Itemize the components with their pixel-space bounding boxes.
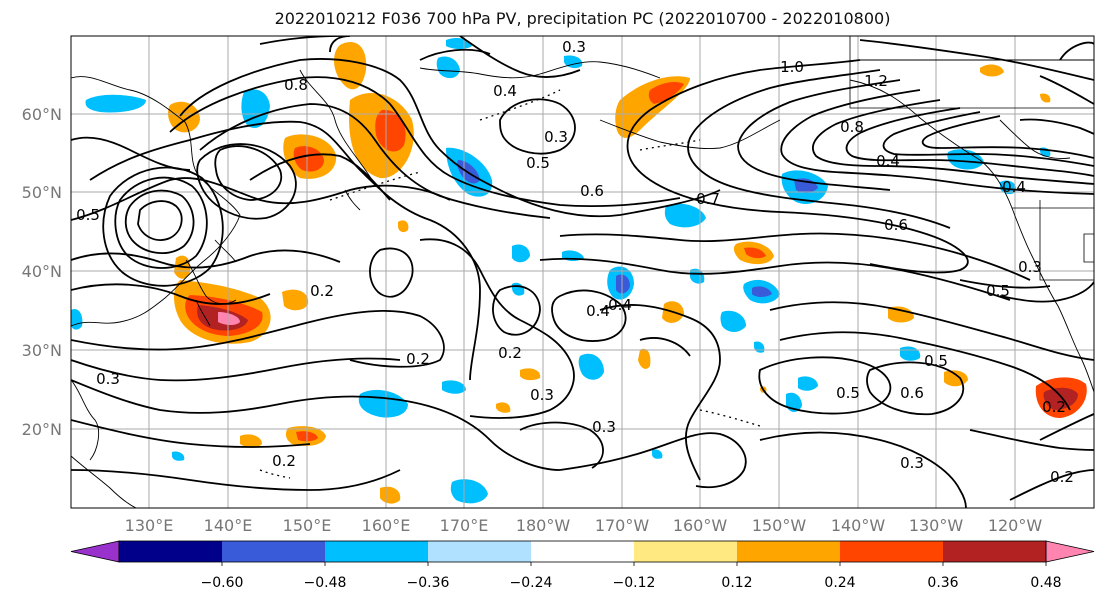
longitude-label: 170°W (595, 516, 650, 535)
contour-label: 0.2 (406, 350, 430, 368)
colorbar-outline (118, 540, 1047, 563)
contour-label: 0.5 (836, 384, 860, 402)
contour-label: 0.2 (272, 452, 296, 470)
colorbar-tick-label: −0.48 (304, 575, 347, 591)
longitude-label: 150°W (752, 516, 807, 535)
coastlines (71, 59, 1094, 508)
contour-label: 0.3 (900, 454, 924, 472)
contour-label: 0.3 (530, 386, 554, 404)
contour-label: 0.2 (498, 344, 522, 362)
colorbar-tick-label: −0.36 (407, 575, 450, 591)
colorbar-tick-label: 0.24 (824, 575, 855, 591)
map-panel (71, 36, 1094, 508)
longitude-label: 160°E (362, 516, 411, 535)
positive-anomaly-shading (168, 41, 1087, 504)
latitude-label: 40°N (22, 262, 62, 281)
contour-label: 0.8 (840, 118, 864, 136)
colorbar-tick-labels: −0.60 −0.48 −0.36 −0.24 −0.12 0.12 0.24 0.36 0.4… (201, 562, 1062, 591)
contour-label: 0.7 (696, 190, 720, 208)
map-title: 2022010212 F036 700 hPa PV, precipitatio… (274, 9, 891, 28)
colorbar-segment (737, 541, 841, 562)
graticule (71, 36, 1094, 508)
contour-label: 0.8 (284, 76, 308, 94)
contour-label: 0.4 (1002, 178, 1026, 196)
colorbar-tick-label: 0.36 (927, 575, 958, 591)
contour-label: 0.4 (876, 152, 900, 170)
longitude-label: 130°E (125, 516, 174, 535)
contour-label: 0.5 (526, 154, 550, 172)
contour-label: 0.3 (1018, 258, 1042, 276)
longitude-labels: 130°E 140°E 150°E 160°E 170°E 180°W 170°W 160°W… (125, 516, 1043, 535)
latitude-label: 60°N (22, 105, 62, 124)
colorbar-segment (634, 541, 738, 562)
colorbar-tick-label: 0.48 (1030, 575, 1061, 591)
political-borders (849, 36, 1094, 281)
contour-label: 1.2 (864, 72, 888, 90)
contour-label: 0.5 (924, 352, 948, 370)
contour-label: 0.4 (586, 302, 610, 320)
longitude-label: 140°E (204, 516, 253, 535)
contour-label: 0.2 (310, 282, 334, 300)
contour-label: 0.5 (986, 282, 1010, 300)
contour-label: 0.3 (562, 38, 586, 56)
colorbar-segment (428, 541, 532, 562)
contour-label: 0.6 (900, 384, 924, 402)
contour-label: 0.5 (76, 206, 100, 224)
map-frame (70, 35, 1095, 509)
contour-label: 1.0 (780, 58, 804, 76)
colorbar-tick-label: −0.12 (613, 575, 656, 591)
latitude-labels: 60°N 50°N 40°N 30°N 20°N (22, 105, 62, 439)
colorbar (70, 540, 1095, 563)
colorbar-segment (222, 541, 326, 562)
contour-label: 0.6 (580, 182, 604, 200)
colorbar-segment (531, 541, 635, 562)
latitude-label: 50°N (22, 183, 62, 202)
colorbar-tick-label: 0.12 (721, 575, 752, 591)
contour-label: 0.2 (1050, 468, 1074, 486)
latitude-label: 20°N (22, 420, 62, 439)
pv-contours (71, 36, 1094, 508)
colorbar-high-extension (1045, 540, 1095, 563)
contour-label: 0.3 (96, 370, 120, 388)
longitude-label: 170°E (440, 516, 489, 535)
longitude-label: 160°W (673, 516, 728, 535)
longitude-label: 140°W (831, 516, 886, 535)
contour-label: 0.6 (884, 216, 908, 234)
contour-label: 0.3 (592, 418, 616, 436)
longitude-label: 130°W (909, 516, 964, 535)
colorbar-segment (119, 541, 223, 562)
island-arcs (259, 89, 761, 479)
contour-label: 0.3 (544, 128, 568, 146)
contour-label: 0.4 (608, 296, 632, 314)
longitude-label: 120°W (988, 516, 1043, 535)
colorbar-tick-label: −0.24 (510, 575, 553, 591)
longitude-label: 150°E (283, 516, 332, 535)
longitude-label: 180°W (516, 516, 571, 535)
contour-label: 0.2 (1042, 398, 1066, 416)
latitude-label: 30°N (22, 341, 62, 360)
colorbar-segment (840, 541, 944, 562)
colorbar-tick-label: −0.60 (201, 575, 244, 591)
contour-label-layer: 0.30.40.81.01.20.30.50.6 0.70.80.40.60.40… (76, 38, 1074, 486)
colorbar-segment (943, 541, 1047, 562)
contour-label: 0.4 (493, 82, 517, 100)
colorbar-low-extension (70, 540, 120, 563)
colorbar-segment (325, 541, 429, 562)
